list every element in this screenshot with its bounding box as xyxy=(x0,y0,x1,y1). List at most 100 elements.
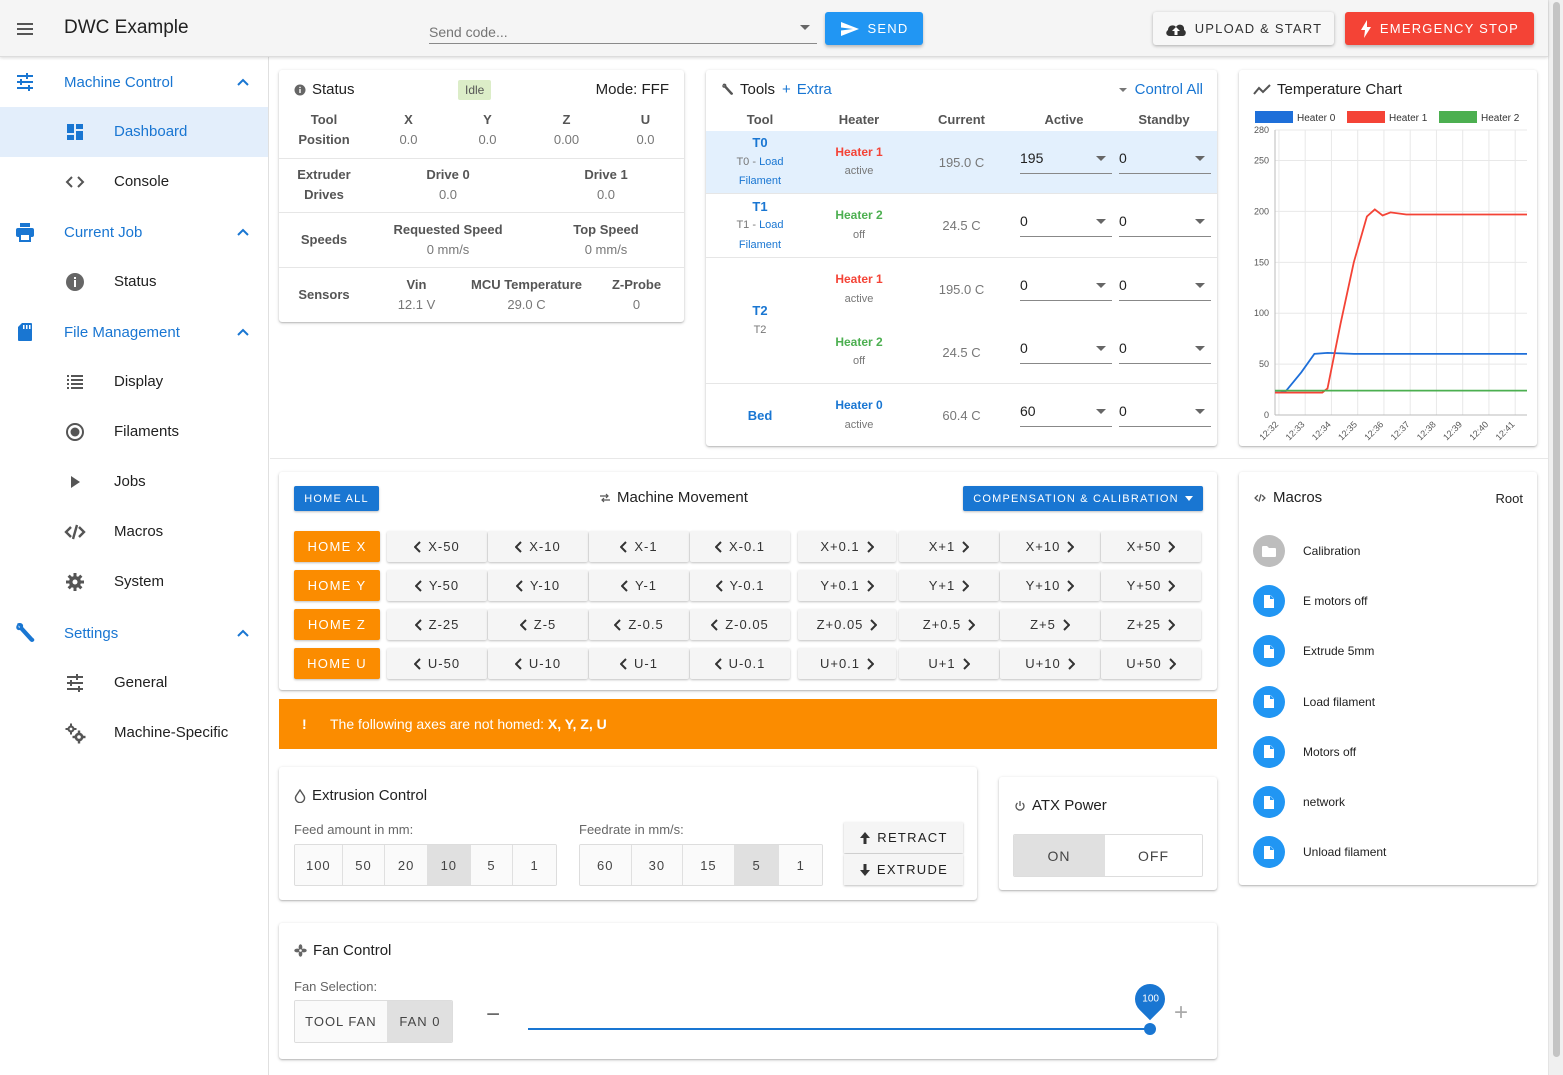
heater-name[interactable]: Heater 2 xyxy=(835,335,883,349)
fan-slider-thumb[interactable] xyxy=(1144,1023,1156,1035)
rate-option-30[interactable]: 30 xyxy=(631,845,684,885)
load-filament-link[interactable]: Load xyxy=(759,156,784,168)
scrollbar-thumb[interactable] xyxy=(1553,2,1560,1057)
move-uplus50-button[interactable]: U+50 xyxy=(1101,648,1201,679)
control-all-dropdown[interactable]: Control All xyxy=(1118,81,1203,98)
move-xminus1-button[interactable]: X-1 xyxy=(589,531,689,562)
atx-off-button[interactable]: OFF xyxy=(1105,835,1202,876)
legend-swatch[interactable] xyxy=(1347,111,1385,123)
move-zplus0-5-button[interactable]: Z+0.5 xyxy=(899,609,999,640)
move-yplus50-button[interactable]: Y+50 xyxy=(1101,570,1201,601)
standby-temp-select[interactable]: 0 xyxy=(1119,207,1211,237)
send-button[interactable]: Send xyxy=(825,12,923,45)
rate-option-1[interactable]: 1 xyxy=(779,845,822,885)
move-xplus10-button[interactable]: X+10 xyxy=(1000,531,1100,562)
tool-name[interactable]: Bed xyxy=(747,408,773,423)
heater-name[interactable]: Heater 1 xyxy=(835,272,883,286)
move-yminus0-1-button[interactable]: Y-0.1 xyxy=(690,570,790,601)
nav-item-jobs[interactable]: Jobs xyxy=(0,457,268,507)
nav-item-dashboard[interactable]: Dashboard xyxy=(0,107,268,157)
tool-name[interactable]: T1 xyxy=(752,199,768,214)
heater-name[interactable]: Heater 2 xyxy=(835,208,883,222)
move-uplus1-button[interactable]: U+1 xyxy=(899,648,999,679)
home-x-button[interactable]: Home X xyxy=(294,531,380,562)
feed-option-1[interactable]: 1 xyxy=(513,845,556,885)
load-filament-link[interactable]: Load xyxy=(759,219,784,231)
macro-item[interactable]: Unload filament xyxy=(1253,832,1533,872)
code-dropdown-icon[interactable] xyxy=(800,25,810,30)
move-xplus0-1-button[interactable]: X+0.1 xyxy=(798,531,896,562)
nav-item-status[interactable]: Status xyxy=(0,257,268,307)
active-temp-select[interactable]: 195 xyxy=(1020,144,1112,174)
move-yminus1-button[interactable]: Y-1 xyxy=(589,570,689,601)
code-input[interactable] xyxy=(429,16,817,44)
retract-button[interactable]: Retract xyxy=(844,822,963,853)
active-temp-select[interactable]: 0 xyxy=(1020,271,1112,301)
emergency-stop-button[interactable]: Emergency Stop xyxy=(1345,12,1534,45)
standby-temp-select[interactable]: 0 xyxy=(1119,144,1211,174)
move-xminus10-button[interactable]: X-10 xyxy=(488,531,588,562)
move-xplus50-button[interactable]: X+50 xyxy=(1101,531,1201,562)
nav-item-filaments[interactable]: Filaments xyxy=(0,407,268,457)
home-u-button[interactable]: Home U xyxy=(294,648,380,679)
legend-label[interactable]: Heater 1 xyxy=(1389,113,1428,124)
move-yminus10-button[interactable]: Y-10 xyxy=(488,570,588,601)
nav-item-general[interactable]: General xyxy=(0,658,268,708)
tool-fan-button[interactable]: Tool Fan xyxy=(295,1001,388,1042)
tool-name[interactable]: T0 xyxy=(752,135,768,150)
nav-group-current-job[interactable]: Current Job xyxy=(0,207,268,257)
move-uminus50-button[interactable]: U-50 xyxy=(387,648,487,679)
feed-option-20[interactable]: 20 xyxy=(385,845,428,885)
load-filament-link-2[interactable]: Filament xyxy=(738,175,782,187)
nav-group-machine-control[interactable]: Machine Control xyxy=(0,57,268,107)
nav-item-macros[interactable]: Macros xyxy=(0,507,268,557)
rate-option-15[interactable]: 15 xyxy=(683,845,735,885)
fan-slider-track[interactable]: 100 xyxy=(528,977,1172,1035)
move-zplus0-05-button[interactable]: Z+0.05 xyxy=(798,609,896,640)
home-all-button[interactable]: Home All xyxy=(294,486,379,511)
tool-name[interactable]: T2 xyxy=(752,303,768,318)
feed-option-10[interactable]: 10 xyxy=(427,845,471,885)
active-temp-select[interactable]: 0 xyxy=(1020,207,1112,237)
move-xminus0-1-button[interactable]: X-0.1 xyxy=(690,531,790,562)
macro-item[interactable]: network xyxy=(1253,782,1533,822)
standby-temp-select[interactable]: 0 xyxy=(1119,334,1211,364)
menu-icon[interactable] xyxy=(14,18,36,40)
active-temp-select[interactable]: 0 xyxy=(1020,334,1112,364)
move-uminus0-1-button[interactable]: U-0.1 xyxy=(690,648,790,679)
move-zminus5-button[interactable]: Z-5 xyxy=(488,609,588,640)
extrude-button[interactable]: Extrude xyxy=(844,854,963,885)
nav-item-machine-specific[interactable]: Machine-Specific xyxy=(0,708,268,758)
macro-item[interactable]: Calibration xyxy=(1253,531,1533,571)
rate-option-60[interactable]: 60 xyxy=(580,845,632,885)
load-filament-link-2[interactable]: Filament xyxy=(738,239,782,251)
plus-icon[interactable]: + xyxy=(1174,999,1189,1026)
move-zminus0-5-button[interactable]: Z-0.5 xyxy=(589,609,689,640)
heater-name[interactable]: Heater 0 xyxy=(835,398,883,412)
feed-option-100[interactable]: 100 xyxy=(295,845,343,885)
home-z-button[interactable]: Home Z xyxy=(294,609,380,640)
page-scrollbar[interactable] xyxy=(1548,0,1563,1075)
heater-name[interactable]: Heater 1 xyxy=(835,145,883,159)
compensation-calibration-button[interactable]: Compensation & Calibration xyxy=(963,486,1203,511)
rate-option-5[interactable]: 5 xyxy=(734,845,780,885)
minus-icon[interactable]: − xyxy=(486,1001,501,1028)
move-yplus10-button[interactable]: Y+10 xyxy=(1000,570,1100,601)
nav-item-system[interactable]: System xyxy=(0,557,268,607)
nav-group-file-management[interactable]: File Management xyxy=(0,307,268,357)
move-uplus0-1-button[interactable]: U+0.1 xyxy=(798,648,896,679)
atx-on-button[interactable]: ON xyxy=(1014,835,1106,876)
home-y-button[interactable]: Home Y xyxy=(294,570,380,601)
legend-label[interactable]: Heater 0 xyxy=(1297,113,1336,124)
nav-item-display[interactable]: Display xyxy=(0,357,268,407)
feed-option-50[interactable]: 50 xyxy=(342,845,386,885)
legend-label[interactable]: Heater 2 xyxy=(1481,113,1520,124)
upload-start-button[interactable]: Upload & Start xyxy=(1153,12,1334,45)
move-zplus5-button[interactable]: Z+5 xyxy=(1000,609,1100,640)
move-yplus1-button[interactable]: Y+1 xyxy=(899,570,999,601)
macros-breadcrumb-root[interactable]: Root xyxy=(1495,491,1523,506)
move-yminus50-button[interactable]: Y-50 xyxy=(387,570,487,601)
move-xminus50-button[interactable]: X-50 xyxy=(387,531,487,562)
nav-group-settings[interactable]: Settings xyxy=(0,608,268,658)
move-zminus25-button[interactable]: Z-25 xyxy=(387,609,487,640)
